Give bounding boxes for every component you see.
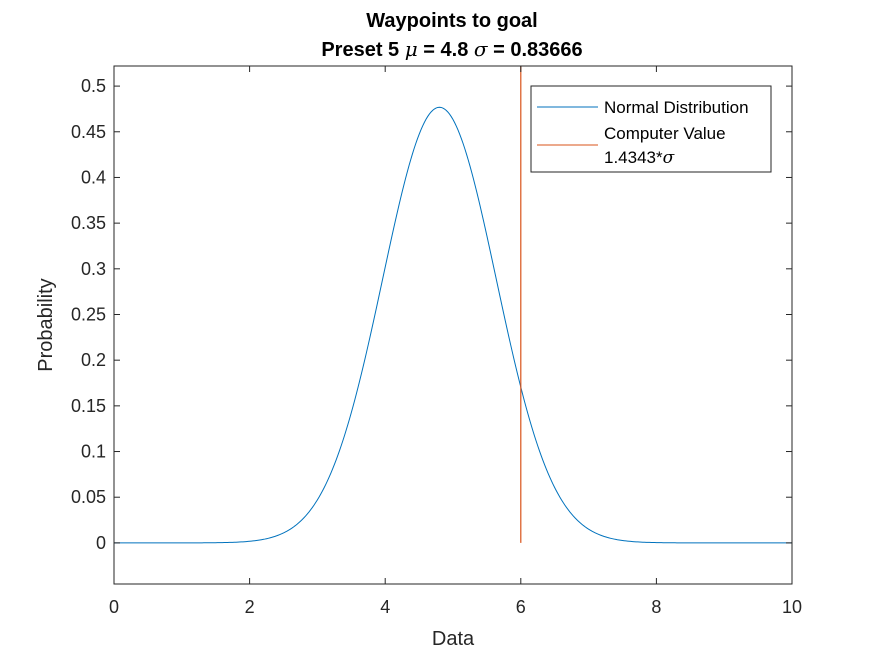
subtitle-sigma-value: = 0.83666 xyxy=(488,39,583,61)
x-tick-label-1: 2 xyxy=(245,597,255,617)
x-tick-label-0: 0 xyxy=(109,597,119,617)
y-tick-label-4: 0.2 xyxy=(81,350,106,370)
legend-sigma-symbol: σ xyxy=(663,148,675,168)
subtitle-prefix: Preset 5 xyxy=(321,39,404,61)
y-tick-label-7: 0.35 xyxy=(71,213,106,233)
y-tick-label-3: 0.15 xyxy=(71,396,106,416)
chart-title: Waypoints to goal xyxy=(366,10,537,32)
legend-label-normal-distribution: Normal Distribution xyxy=(604,98,749,117)
legend-label-computer-value: Computer Value xyxy=(604,124,726,143)
y-tick-label-9: 0.45 xyxy=(71,122,106,142)
y-tick-label-1: 0.05 xyxy=(71,487,106,507)
x-tick-label-3: 6 xyxy=(516,597,526,617)
y-tick-label-5: 0.25 xyxy=(71,304,106,324)
y-tick-label-8: 0.4 xyxy=(81,167,106,187)
x-tick-label-5: 10 xyxy=(782,597,802,617)
y-tick-label-10: 0.5 xyxy=(81,76,106,96)
legend-box xyxy=(530,85,772,173)
y-axis: 0 0.05 0.1 0.15 0.2 0.25 0.3 0.35 0.4 0.45 0.5 xyxy=(71,76,792,553)
chart-subtitle: Preset 5 μ = 4.8 σ = 0.83666 xyxy=(321,37,582,61)
mu-symbol: μ xyxy=(405,37,418,61)
legend: Normal Distribution Computer Value 1.434… xyxy=(530,85,772,173)
sigma-symbol: σ xyxy=(474,37,489,61)
series-normal-distribution xyxy=(114,106,792,544)
series-layer xyxy=(114,66,792,544)
x-tick-label-2: 4 xyxy=(380,597,390,617)
y-tick-label-0: 0 xyxy=(96,533,106,553)
subtitle-mu-value: = 4.8 xyxy=(418,39,474,61)
x-axis-label: Data xyxy=(432,628,475,650)
legend-multiplier: 1.4343* xyxy=(604,148,663,167)
y-axis-label: Probability xyxy=(35,278,57,371)
legend-label-computer-value-line2: 1.4343*σ xyxy=(604,148,675,168)
axes-box xyxy=(113,65,793,585)
x-axis: 0 2 4 6 8 10 xyxy=(109,66,802,617)
y-tick-label-2: 0.1 xyxy=(81,442,106,462)
y-tick-label-6: 0.3 xyxy=(81,259,106,279)
x-tick-label-4: 8 xyxy=(651,597,661,617)
